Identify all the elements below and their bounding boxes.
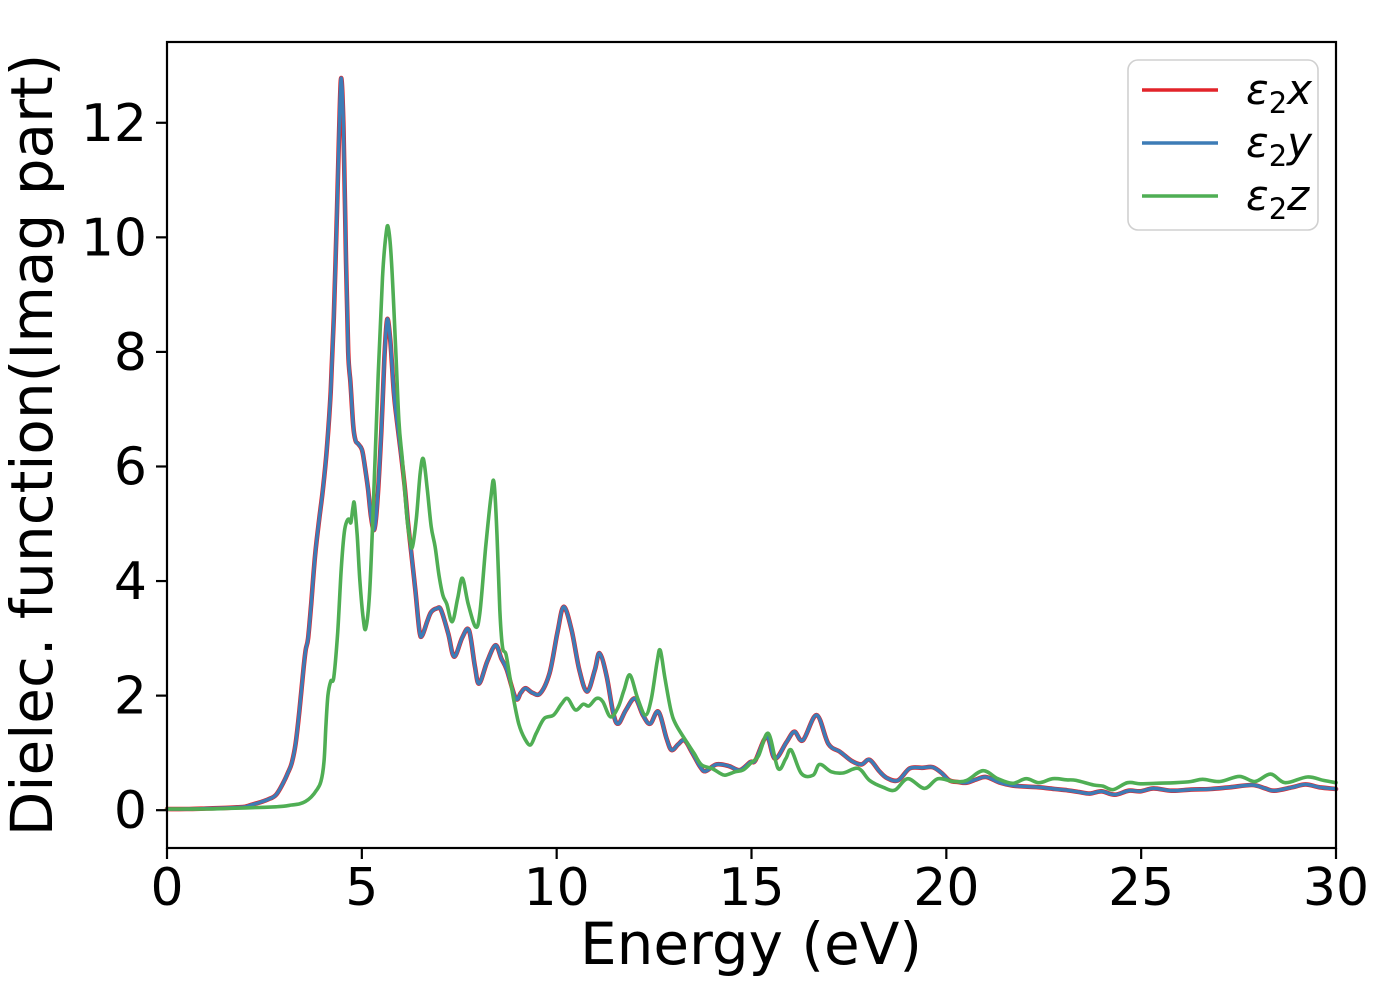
y-tick-label: 10 xyxy=(81,208,147,268)
x-tick-label: 20 xyxy=(913,858,979,918)
y-tick-label: 4 xyxy=(114,552,147,612)
y-tick-label: 2 xyxy=(114,667,147,727)
legend-item: ε2y xyxy=(1142,118,1313,173)
x-tick-label: 5 xyxy=(345,858,378,918)
y-tick-label: 6 xyxy=(114,437,147,497)
series-e2z-line xyxy=(165,223,1338,811)
series-e2y-line xyxy=(165,76,1338,811)
ticks-layer: 0 5 10 15 20 25 30 0 2 4 6 8 10 12 xyxy=(81,94,1369,918)
legend-label-e2y: ε2y xyxy=(1246,118,1313,173)
legend-item: ε2z xyxy=(1142,171,1310,226)
x-tick-label: 15 xyxy=(718,858,784,918)
curves-layer xyxy=(164,75,1339,812)
legend-item: ε2x xyxy=(1142,65,1313,120)
x-tick-label: 30 xyxy=(1303,858,1369,918)
x-axis-label: Energy (eV) xyxy=(580,910,922,978)
legend-label-e2z: ε2z xyxy=(1246,171,1310,226)
x-tick-label: 25 xyxy=(1108,858,1174,918)
legend-box xyxy=(1127,59,1319,231)
x-tick-label: 0 xyxy=(150,858,183,918)
legend-label-e2x: ε2x xyxy=(1246,65,1313,120)
y-tick-label: 8 xyxy=(114,323,147,383)
x-tick-label: 10 xyxy=(524,858,590,918)
y-tick-label: 0 xyxy=(114,781,147,841)
y-axis-label: Dielec. function(Imag part) xyxy=(0,54,66,837)
y-tick-label: 12 xyxy=(81,94,147,154)
